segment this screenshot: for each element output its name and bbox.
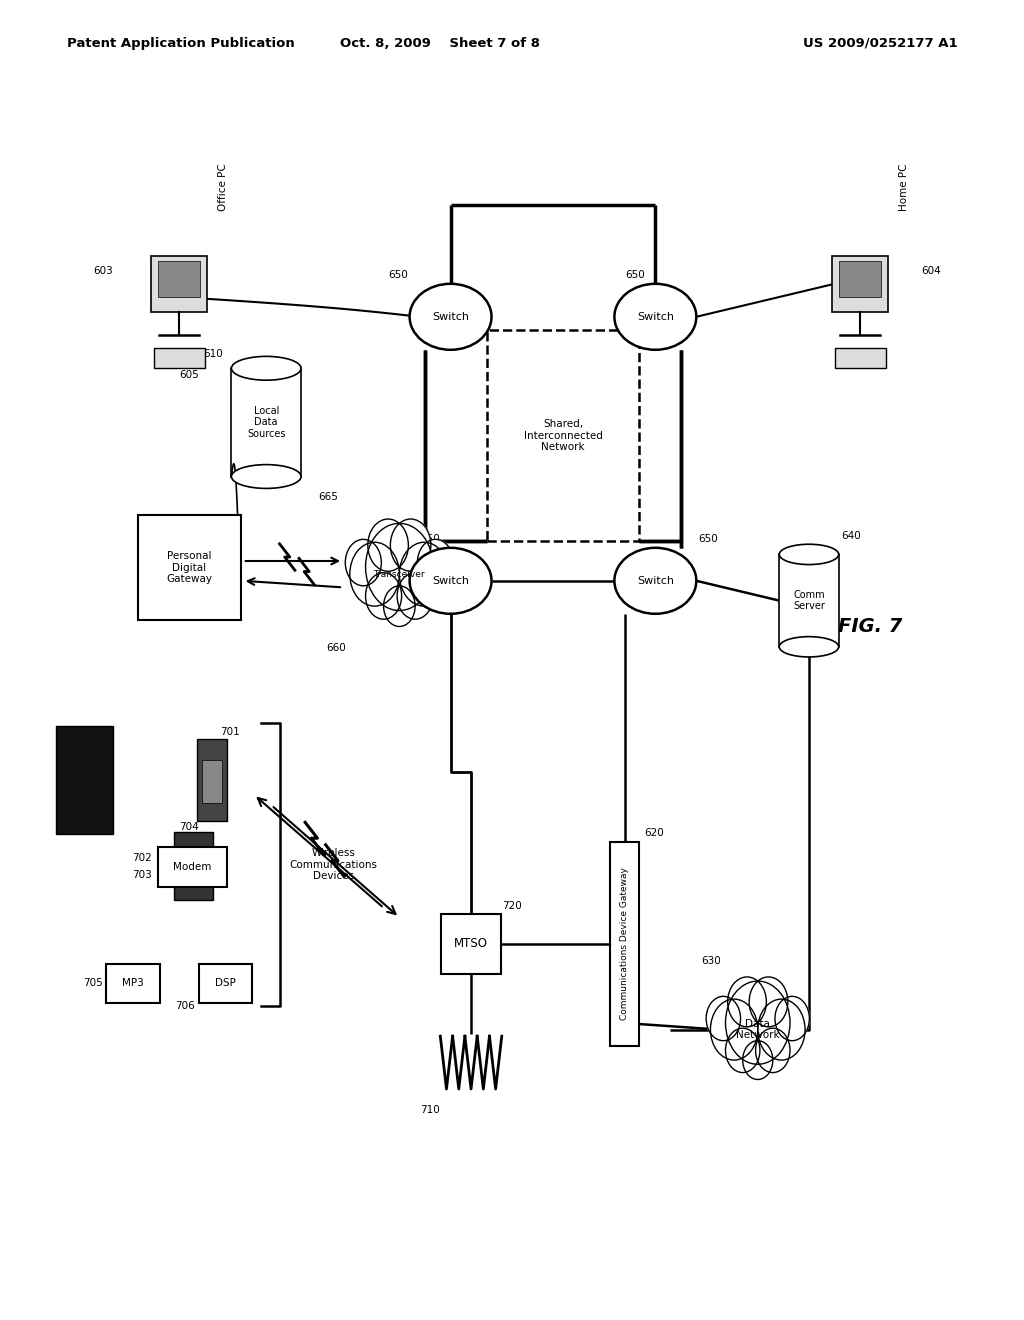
Circle shape — [366, 573, 401, 619]
Text: MP3: MP3 — [122, 978, 144, 989]
Text: 640: 640 — [842, 531, 861, 541]
Text: FIG. 7: FIG. 7 — [839, 618, 902, 636]
Text: Switch: Switch — [637, 576, 674, 586]
Text: 703: 703 — [132, 870, 152, 880]
Circle shape — [390, 519, 431, 572]
FancyBboxPatch shape — [158, 261, 201, 297]
Text: Home PC: Home PC — [899, 164, 909, 211]
Circle shape — [725, 1028, 760, 1073]
Text: 710: 710 — [421, 1105, 440, 1115]
Text: 650: 650 — [626, 269, 645, 280]
Circle shape — [368, 519, 409, 572]
Text: 670: 670 — [644, 313, 664, 323]
Circle shape — [742, 1040, 773, 1080]
Text: 705: 705 — [83, 978, 102, 989]
Ellipse shape — [779, 636, 839, 657]
Text: Switch: Switch — [432, 312, 469, 322]
Text: Switch: Switch — [637, 312, 674, 322]
Text: US 2009/0252177 A1: US 2009/0252177 A1 — [803, 37, 957, 50]
Circle shape — [707, 997, 740, 1040]
FancyBboxPatch shape — [231, 368, 301, 477]
Text: Modem: Modem — [173, 862, 212, 873]
FancyBboxPatch shape — [610, 842, 639, 1045]
Ellipse shape — [410, 548, 492, 614]
Text: Data
Network: Data Network — [736, 1019, 779, 1040]
Text: 665: 665 — [318, 491, 338, 502]
FancyBboxPatch shape — [202, 760, 222, 803]
Circle shape — [728, 977, 766, 1027]
Circle shape — [725, 981, 791, 1064]
Circle shape — [758, 999, 805, 1060]
Circle shape — [366, 524, 433, 611]
Ellipse shape — [231, 465, 301, 488]
FancyBboxPatch shape — [174, 832, 213, 900]
Text: 650: 650 — [388, 269, 408, 280]
Text: 702: 702 — [132, 853, 152, 863]
Text: Switch: Switch — [432, 576, 469, 586]
FancyBboxPatch shape — [199, 964, 252, 1003]
Text: 660: 660 — [327, 643, 346, 653]
Circle shape — [384, 586, 415, 627]
FancyBboxPatch shape — [158, 847, 227, 887]
FancyBboxPatch shape — [487, 330, 639, 541]
FancyBboxPatch shape — [831, 256, 889, 312]
FancyBboxPatch shape — [779, 554, 839, 647]
Text: Communications Device Gateway: Communications Device Gateway — [621, 867, 629, 1020]
Text: Local
Data
Sources: Local Data Sources — [247, 405, 286, 440]
Text: 610: 610 — [204, 348, 223, 359]
Text: 650: 650 — [421, 533, 440, 544]
FancyBboxPatch shape — [197, 739, 227, 821]
Text: 701: 701 — [220, 726, 240, 737]
Ellipse shape — [779, 544, 839, 565]
Text: 706: 706 — [175, 1001, 195, 1011]
Text: 603: 603 — [93, 265, 113, 276]
Text: Office PC: Office PC — [218, 164, 228, 211]
Text: 720: 720 — [502, 900, 521, 911]
FancyBboxPatch shape — [839, 261, 882, 297]
FancyBboxPatch shape — [441, 915, 501, 974]
Circle shape — [750, 977, 787, 1027]
Ellipse shape — [410, 284, 492, 350]
Ellipse shape — [231, 356, 301, 380]
FancyBboxPatch shape — [154, 348, 205, 368]
Circle shape — [397, 573, 433, 619]
Ellipse shape — [614, 284, 696, 350]
Text: 650: 650 — [698, 533, 718, 544]
FancyBboxPatch shape — [56, 726, 113, 834]
Circle shape — [399, 543, 449, 606]
Text: Transceiver: Transceiver — [374, 570, 425, 578]
Circle shape — [418, 540, 454, 586]
FancyBboxPatch shape — [152, 256, 207, 312]
Text: Shared,
Interconnected
Network: Shared, Interconnected Network — [523, 418, 603, 453]
FancyBboxPatch shape — [138, 515, 241, 620]
Text: 620: 620 — [644, 828, 664, 838]
Text: Patent Application Publication: Patent Application Publication — [67, 37, 294, 50]
Text: MTSO: MTSO — [454, 937, 488, 950]
Text: Oct. 8, 2009    Sheet 7 of 8: Oct. 8, 2009 Sheet 7 of 8 — [340, 37, 541, 50]
FancyBboxPatch shape — [106, 964, 160, 1003]
Text: 630: 630 — [701, 956, 721, 966]
Circle shape — [775, 997, 809, 1040]
Circle shape — [756, 1028, 791, 1073]
Circle shape — [345, 540, 381, 586]
Text: 704: 704 — [179, 821, 199, 832]
Text: 605: 605 — [179, 370, 200, 380]
Text: Comm
Server: Comm Server — [793, 590, 825, 611]
Text: Personal
Digital
Gateway: Personal Digital Gateway — [167, 550, 212, 585]
Circle shape — [350, 543, 399, 606]
FancyBboxPatch shape — [835, 348, 886, 368]
Text: Wireless
Communications
Devices: Wireless Communications Devices — [290, 847, 378, 882]
Text: DSP: DSP — [215, 978, 236, 989]
Text: 604: 604 — [922, 265, 941, 276]
Ellipse shape — [614, 548, 696, 614]
Circle shape — [711, 999, 758, 1060]
